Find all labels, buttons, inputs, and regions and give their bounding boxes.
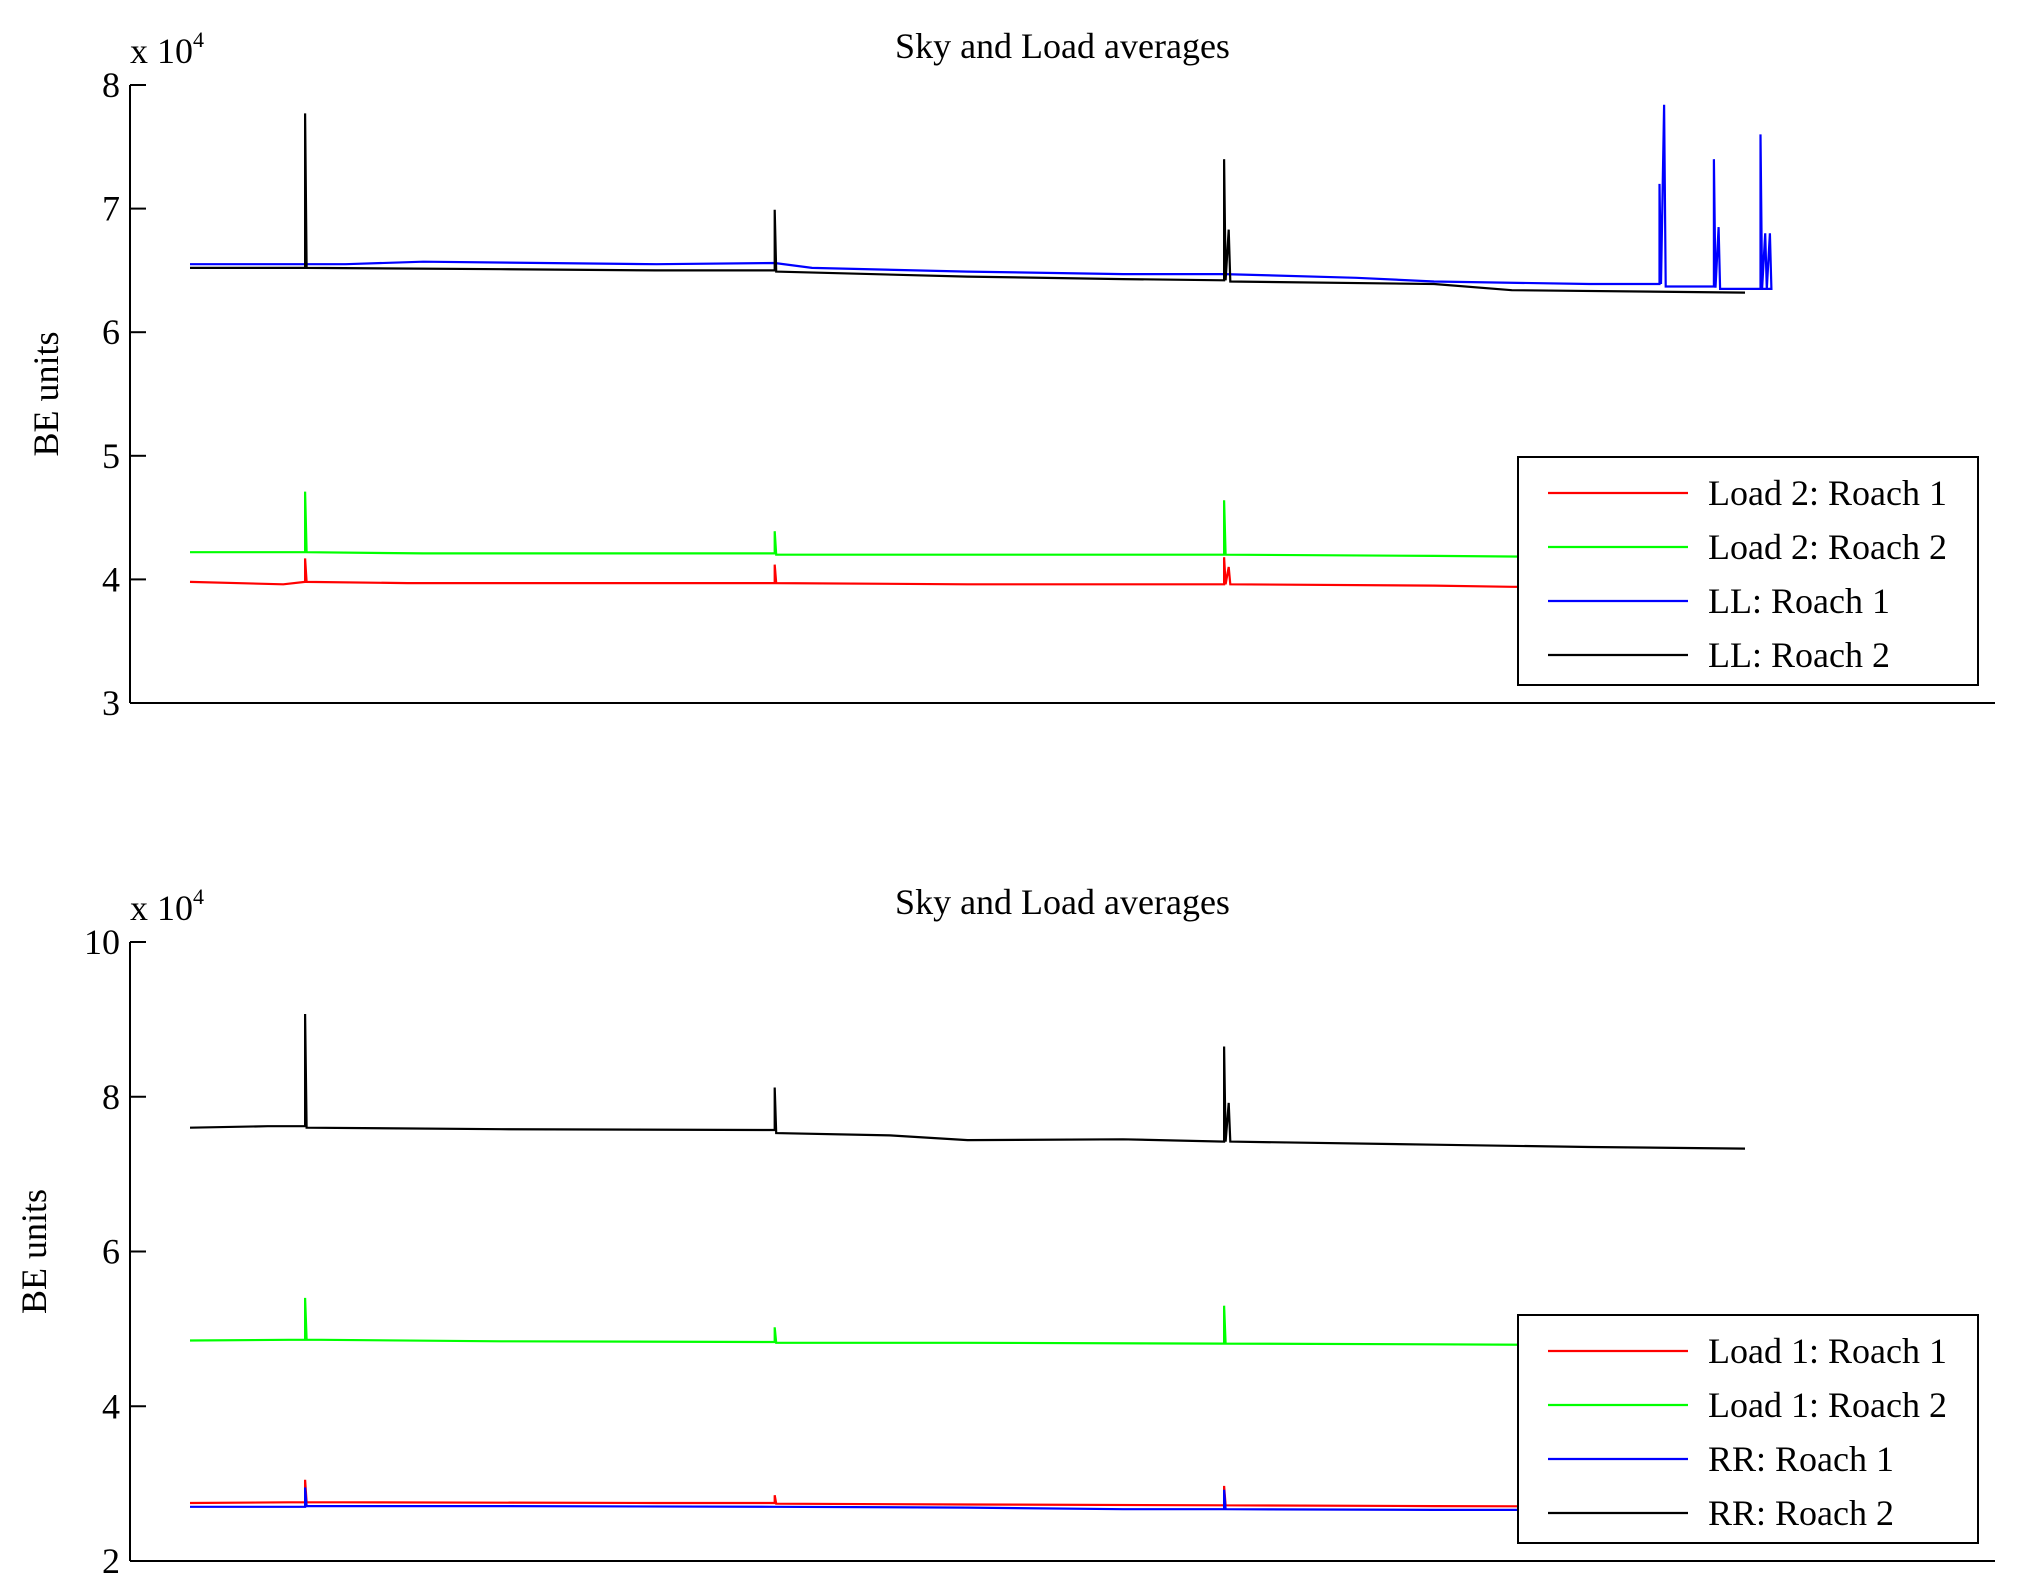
legend-entry-4: LL: Roach 2 — [1708, 635, 1890, 675]
series-line-4 — [190, 113, 1746, 294]
series-line-3 — [190, 104, 1773, 290]
y-tick-label: 3 — [102, 683, 120, 723]
legend: Load 1: Roach 1 Load 1: Roach 2 RR: Roach … — [1517, 1314, 1979, 1544]
legend-entry-2: Load 2: Roach 2 — [1708, 527, 1947, 567]
y-scale-exponent-label: x 104 — [130, 27, 204, 71]
legend-entry-1: Load 1: Roach 1 — [1708, 1331, 1947, 1371]
legend: Load 2: Roach 1 Load 2: Roach 2 LL: Roach … — [1517, 456, 1979, 686]
y-scale-base: x 10 — [130, 31, 193, 71]
y-tick-label: 7 — [102, 189, 120, 229]
legend-entry-1: Load 2: Roach 1 — [1708, 473, 1947, 513]
y-scale-exponent-label: x 104 — [130, 884, 204, 928]
series-line-4 — [189, 1013, 1746, 1150]
y-tick-label: 6 — [102, 312, 120, 352]
y-tick-label: 6 — [102, 1232, 120, 1272]
y-tick-label: 4 — [102, 1386, 120, 1426]
y-tick-label: 2 — [102, 1541, 120, 1581]
legend-entry-4: RR: Roach 2 — [1708, 1493, 1894, 1533]
y-tick-label: 10 — [84, 922, 120, 962]
legend-entry-3: LL: Roach 1 — [1708, 581, 1890, 621]
y-axis-label: BE units — [14, 1189, 54, 1314]
y-tick-label: 8 — [102, 65, 120, 105]
chart-title: Sky and Load averages — [895, 882, 1230, 922]
series-line-2 — [190, 491, 1746, 560]
y-tick-label: 8 — [102, 1077, 120, 1117]
y-scale-exponent: 4 — [193, 27, 204, 52]
y-scale-exponent: 4 — [193, 884, 204, 909]
series-line-1 — [189, 557, 1746, 590]
y-tick-label: 4 — [102, 559, 120, 599]
chart-title: Sky and Load averages — [895, 26, 1230, 66]
legend-box — [1517, 456, 1979, 686]
series-line-2 — [189, 1297, 1746, 1348]
y-axis-label: BE units — [26, 331, 66, 456]
legend-entry-2: Load 1: Roach 2 — [1708, 1385, 1947, 1425]
y-scale-base: x 10 — [130, 888, 193, 928]
y-tick-label: 5 — [102, 436, 120, 476]
legend-entry-3: RR: Roach 1 — [1708, 1439, 1894, 1479]
legend-box — [1517, 1314, 1979, 1544]
series-line-3 — [190, 1487, 1745, 1512]
